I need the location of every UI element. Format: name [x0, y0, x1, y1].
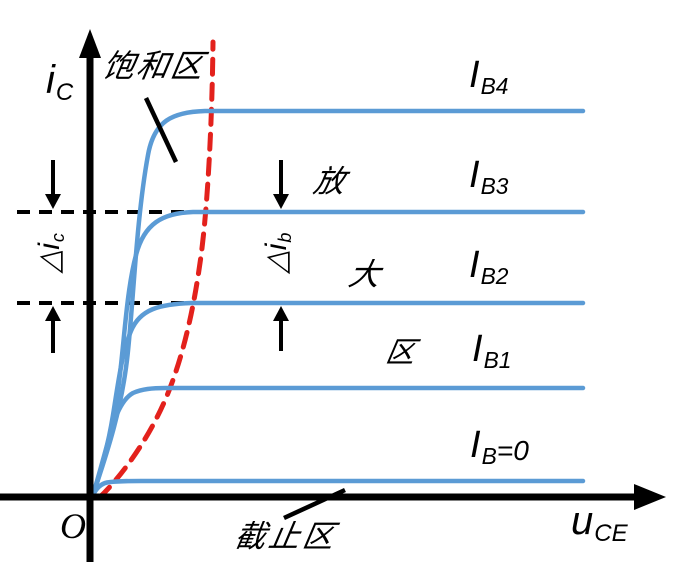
y-axis-label-subscript: C — [55, 79, 74, 107]
ib1-base: I — [472, 328, 483, 370]
y-axis-label-base: i — [46, 58, 55, 102]
origin-label: O — [60, 506, 86, 546]
x-axis-label: uCE — [571, 499, 628, 546]
cutoff-region-pointer-line — [283, 487, 346, 521]
saturation-boundary-dashed-curve — [96, 39, 216, 501]
delta-ic-base: △i — [33, 243, 66, 273]
ib0-base: I — [470, 424, 481, 466]
x-axis-arrowhead-icon — [634, 484, 666, 510]
ib3-base: I — [469, 154, 480, 196]
active-region-label-char3: 区 — [383, 337, 418, 369]
active-region-label-char2: 大 — [345, 257, 384, 292]
delta-ib-down-arrow-icon — [273, 160, 289, 209]
curve-label-ib4: IB4 — [469, 54, 508, 97]
delta-ib-label: △ib — [260, 232, 296, 274]
curve-ib4 — [90, 108, 586, 498]
cutoff-region-label: 截止区 — [231, 519, 341, 554]
delta-ic-label: △ic — [33, 233, 69, 273]
curve-label-ib3: IB3 — [469, 154, 508, 197]
curve-label-ib1: IB1 — [472, 328, 511, 371]
ib2-subscript: B2 — [480, 262, 509, 289]
ib4-base: I — [469, 54, 480, 96]
curve-label-ib0: IB=0 — [470, 424, 529, 467]
delta-ic-up-arrow-icon — [45, 306, 61, 353]
y-axis-arrowhead-icon — [79, 29, 101, 58]
ib2-base: I — [469, 244, 480, 286]
ib1-subscript: B1 — [483, 346, 512, 373]
ib4-subscript: B4 — [480, 72, 509, 99]
delta-ic-down-arrow-icon — [45, 160, 61, 209]
delta-ib-subscript: b — [275, 232, 296, 243]
delta-ib-up-arrow-icon — [273, 306, 289, 351]
ib3-subscript: B3 — [480, 172, 509, 199]
delta-ic-subscript: c — [48, 233, 69, 243]
y-axis-label: iC — [46, 58, 73, 105]
x-axis-label-subscript: CE — [594, 520, 628, 548]
ib0-subscript: B — [481, 442, 497, 469]
ib0-suffix: =0 — [496, 434, 529, 466]
curve-label-ib2: IB2 — [469, 244, 508, 287]
delta-ib-base: △i — [260, 243, 293, 274]
saturation-region-label: 饱和区 — [99, 48, 209, 84]
saturation-region-pointer-line — [143, 97, 179, 163]
x-axis-label-base: u — [571, 499, 594, 543]
active-region-label-char1: 放 — [310, 164, 349, 199]
